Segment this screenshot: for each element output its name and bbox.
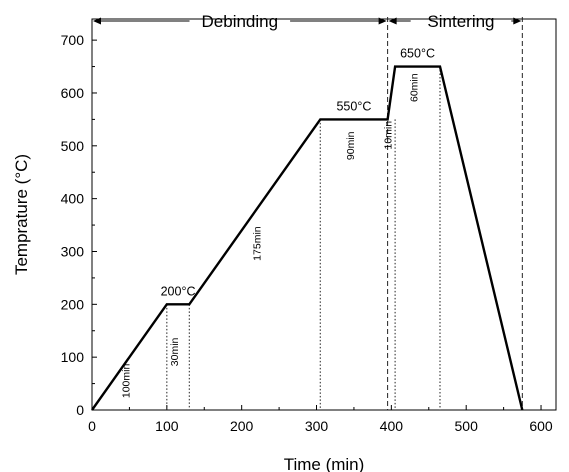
duration-label: 60min [409,73,421,102]
x-tick-label: 200 [230,418,254,434]
y-tick-label: 400 [61,191,85,207]
duration-label: 10min [382,121,394,150]
plot-frame [91,18,557,411]
x-tick-label: 600 [529,418,553,434]
duration-label: 100min [120,364,132,399]
phase-arrowhead [513,17,522,25]
x-tick-label: 0 [88,418,96,434]
phase-label: Sintering [427,12,494,31]
y-tick-label: 0 [76,402,84,418]
x-tick-label: 300 [305,418,329,434]
duration-label: 30min [169,337,181,366]
x-tick-label: 100 [155,418,179,434]
y-tick-label: 200 [61,296,85,312]
duration-label: 90min [345,131,357,160]
phase-arrowhead [388,17,397,25]
y-tick-label: 600 [61,85,85,101]
phase-label: Debinding [202,12,279,31]
x-axis-title: Time (min) [284,455,365,472]
temperature-profile-line [91,65,524,411]
temperature-label: 550°C [336,99,371,113]
y-tick-label: 500 [61,138,85,154]
temperature-label: 650°C [400,47,435,61]
y-tick-label: 700 [61,32,85,48]
phase-arrowhead [378,17,387,25]
y-tick-label: 100 [61,349,85,365]
y-axis-title: Temprature (°C) [12,154,31,275]
temperature-label: 200°C [161,284,196,298]
y-tick-label: 300 [61,243,85,259]
phase-arrowhead [93,17,101,25]
x-tick-label: 400 [380,418,404,434]
x-tick-label: 500 [455,418,479,434]
duration-label: 175min [251,226,263,261]
